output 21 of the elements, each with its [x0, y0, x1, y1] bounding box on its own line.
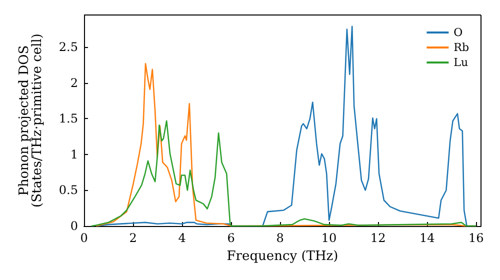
y-tick-label: 2 — [70, 76, 78, 90]
legend-label: Rb — [454, 41, 470, 54]
x-tick-label: 14 — [419, 231, 436, 245]
y-tick-label: 1.5 — [58, 112, 78, 126]
x-tick-label: 0 — [80, 231, 88, 245]
x-tick-label: 10 — [321, 231, 337, 245]
x-axis-title: Frequency (THz) — [226, 249, 338, 264]
x-tick-label: 2 — [129, 231, 137, 245]
legend-label: Lu — [454, 56, 468, 69]
y-axis-title: Phonon projected DOS (States/THz·primitive cell) — [17, 33, 45, 208]
line-series — [90, 120, 477, 227]
x-tick-label: 8 — [276, 231, 284, 245]
y-tick-label: 2.5 — [58, 40, 78, 54]
x-tick-label: 4 — [178, 231, 186, 245]
x-tick-label: 6 — [227, 231, 235, 245]
y-tick-label: 1 — [70, 147, 78, 162]
y-tick-label: 0 — [70, 219, 78, 233]
legend-label: O — [454, 26, 463, 39]
x-tick-label: 12 — [370, 231, 386, 245]
y-tick-label: 0.5 — [58, 183, 78, 198]
x-tick-label: 16 — [468, 231, 484, 245]
